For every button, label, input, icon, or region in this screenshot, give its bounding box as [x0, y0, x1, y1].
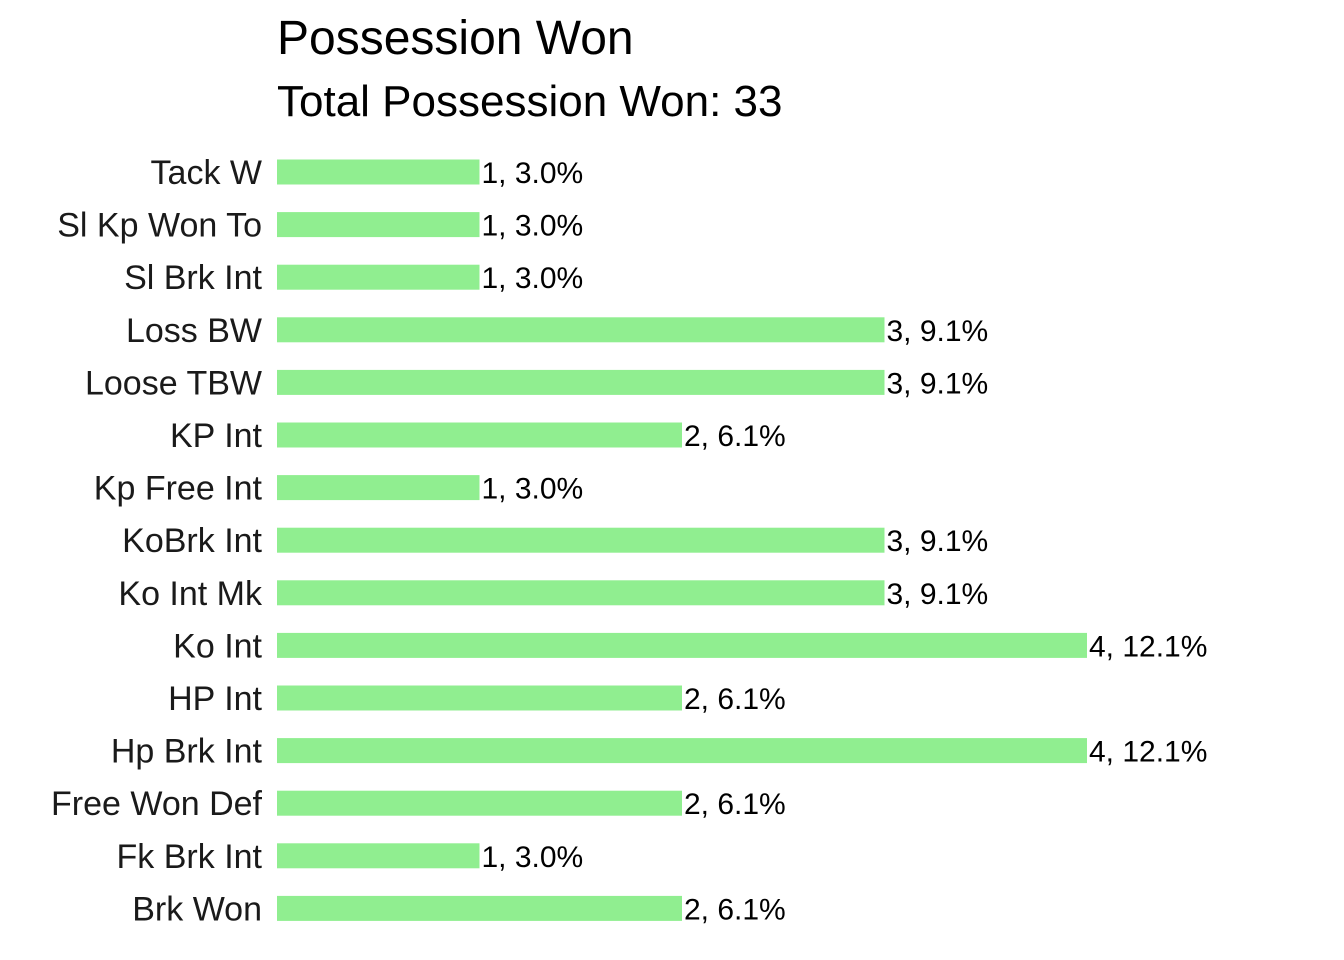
category-label: Tack W [151, 154, 262, 192]
bar-row: Fk Brk Int 1, 3.0% [117, 838, 584, 876]
bar [277, 317, 885, 343]
category-label: Hp Brk Int [111, 733, 263, 771]
bar-row: Sl Brk Int 1, 3.0% [124, 259, 583, 297]
bar [277, 738, 1087, 764]
bar-data-label: 3, 9.1% [887, 578, 989, 611]
bar [277, 264, 480, 290]
bar-row: Ko Int Mk 3, 9.1% [118, 575, 988, 613]
bar [277, 212, 480, 238]
bar [277, 422, 682, 448]
category-label: Loss BW [126, 312, 262, 350]
bar [277, 475, 480, 501]
bar-row: Loss BW 3, 9.1% [126, 312, 988, 350]
category-label: Ko Int [173, 627, 262, 665]
bar-data-label: 3, 9.1% [887, 525, 989, 558]
bar-row: Hp Brk Int 4, 12.1% [111, 733, 1208, 771]
category-label: Fk Brk Int [117, 838, 263, 876]
bar-row: Ko Int 4, 12.1% [173, 627, 1207, 665]
bar [277, 580, 885, 606]
bar-data-label: 4, 12.1% [1089, 736, 1207, 769]
bar [277, 159, 480, 185]
bar-row: Sl Kp Won To 1, 3.0% [57, 207, 583, 245]
bar-data-label: 1, 3.0% [482, 473, 584, 506]
bar-row: Tack W 1, 3.0% [151, 154, 584, 192]
bar-row: KoBrk Int 3, 9.1% [122, 522, 988, 560]
category-label: Kp Free Int [94, 470, 263, 508]
bar-row: Brk Won 2, 6.1% [132, 890, 785, 928]
bar-row: KP Int 2, 6.1% [170, 417, 786, 455]
category-label: Brk Won [132, 890, 262, 928]
chart-subtitle: Total Possession Won: 33 [277, 77, 782, 126]
bar [277, 843, 480, 869]
chart-title: Possession Won [277, 12, 634, 65]
category-label: Loose TBW [85, 364, 262, 402]
bar-data-label: 2, 6.1% [684, 893, 786, 926]
bar [277, 685, 682, 711]
category-label: HP Int [168, 680, 262, 718]
category-label: Ko Int Mk [118, 575, 263, 613]
category-label: KoBrk Int [122, 522, 262, 560]
bar-row: Loose TBW 3, 9.1% [85, 364, 988, 402]
bar [277, 527, 885, 553]
bar-data-label: 2, 6.1% [684, 683, 786, 716]
bar-row: Free Won Def 2, 6.1% [51, 785, 786, 823]
bar-row: HP Int 2, 6.1% [168, 680, 786, 718]
bar-data-label: 2, 6.1% [684, 420, 786, 453]
bar-data-label: 1, 3.0% [482, 841, 584, 874]
bar-data-label: 4, 12.1% [1089, 630, 1207, 663]
bar [277, 895, 682, 921]
bar-data-label: 3, 9.1% [887, 367, 989, 400]
bars-layer: Tack W 1, 3.0%Sl Kp Won To 1, 3.0%Sl Brk I… [51, 154, 1207, 928]
bar [277, 790, 682, 816]
bar-data-label: 3, 9.1% [887, 315, 989, 348]
bar-data-label: 1, 3.0% [482, 262, 584, 295]
bar [277, 369, 885, 395]
bar-row: Kp Free Int 1, 3.0% [94, 470, 583, 508]
category-label: Sl Brk Int [124, 259, 262, 297]
bar-data-label: 1, 3.0% [482, 157, 584, 190]
category-label: KP Int [170, 417, 263, 455]
category-label: Sl Kp Won To [57, 207, 262, 245]
bar [277, 632, 1087, 658]
bar-data-label: 2, 6.1% [684, 788, 786, 821]
category-label: Free Won Def [51, 785, 263, 823]
bar-data-label: 1, 3.0% [482, 210, 584, 243]
